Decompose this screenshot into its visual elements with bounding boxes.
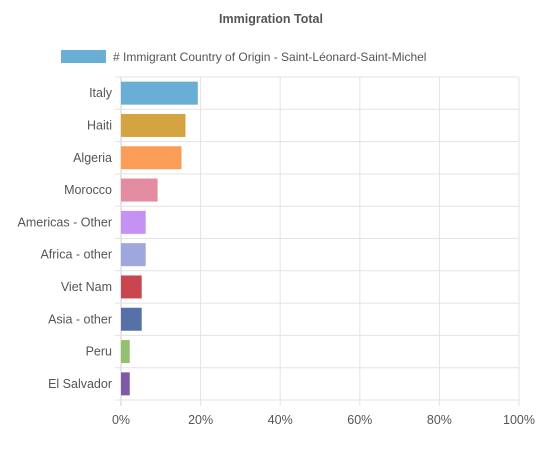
legend-swatch	[61, 50, 106, 63]
bar-italy[interactable]	[121, 81, 198, 105]
x-tick-label: 0%	[112, 413, 130, 427]
x-tick-label: 100%	[503, 413, 535, 427]
category-label: Viet Nam	[61, 280, 112, 294]
bar-haiti[interactable]	[121, 113, 186, 137]
category-label: Peru	[86, 345, 112, 359]
bars	[121, 81, 198, 396]
bar-morocco[interactable]	[121, 178, 158, 202]
category-label: Italy	[89, 86, 113, 100]
bar-asia-other[interactable]	[121, 307, 142, 331]
category-label: El Salvador	[48, 377, 112, 391]
category-label: Americas - Other	[18, 215, 112, 229]
bar-el-salvador[interactable]	[121, 372, 130, 396]
bar-algeria[interactable]	[121, 146, 182, 170]
x-tick-label: 80%	[427, 413, 452, 427]
category-label: Asia - other	[48, 312, 112, 326]
x-tick-label: 40%	[268, 413, 293, 427]
category-label: Algeria	[73, 151, 112, 165]
category-label: Haiti	[87, 118, 112, 132]
bar-africa-other[interactable]	[121, 243, 146, 267]
x-tick-label: 60%	[347, 413, 372, 427]
chart-title: Immigration Total	[219, 12, 323, 26]
x-tick-labels: 0% 20% 40% 60% 80% 100%	[112, 413, 535, 427]
category-label: Africa - other	[40, 248, 112, 262]
bar-peru[interactable]	[121, 340, 130, 364]
category-label: Morocco	[64, 183, 112, 197]
legend[interactable]: # Immigrant Country of Origin - Saint-Lé…	[61, 50, 426, 64]
x-tick-label: 20%	[188, 413, 213, 427]
category-labels: Italy Haiti Algeria Morocco Americas - Other…	[18, 86, 113, 391]
legend-label: # Immigrant Country of Origin - Saint-Lé…	[113, 50, 426, 64]
grid-lines	[115, 76, 520, 406]
bar-americas-other[interactable]	[121, 210, 146, 234]
bar-viet-nam[interactable]	[121, 275, 142, 299]
